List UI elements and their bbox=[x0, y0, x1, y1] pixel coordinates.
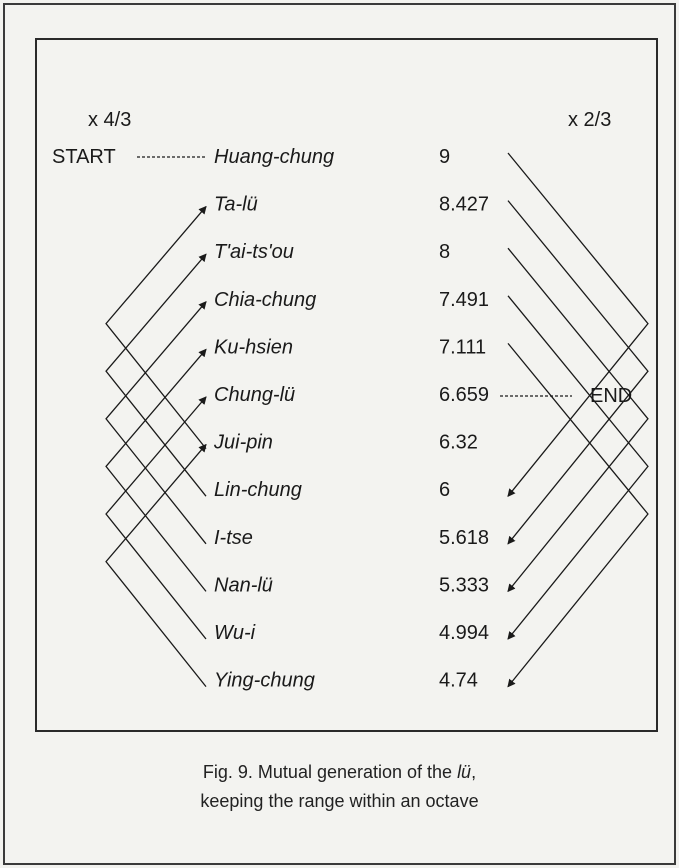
note-name-ku-hsien: Ku-hsien bbox=[214, 336, 293, 358]
generation-arrow-2 bbox=[105, 253, 207, 497]
note-value-i-tse: 5.618 bbox=[439, 527, 489, 549]
note-value-wu-i: 4.994 bbox=[439, 622, 489, 644]
generation-arrow-5 bbox=[507, 342, 649, 688]
note-value-ta-l: 8.427 bbox=[439, 194, 489, 216]
note-value-ku-hsien: 7.111 bbox=[439, 336, 486, 358]
note-name-ying-chung: Ying-chung bbox=[214, 670, 315, 692]
note-name-chia-chung: Chia-chung bbox=[214, 289, 316, 311]
note-rows: Huang-chung 9 Ta-lü 8.427 T'ai-ts'ou 8 Chia-ch… bbox=[213, 146, 489, 692]
note-name-jui-pin: Jui-pin bbox=[213, 432, 273, 454]
note-value-huang-chung: 9 bbox=[439, 146, 450, 168]
note-name-huang-chung: Huang-chung bbox=[214, 146, 334, 168]
caption-term-lu: lü bbox=[457, 762, 472, 782]
caption-comma: , bbox=[471, 762, 477, 782]
diagram-frame bbox=[35, 38, 658, 732]
note-value-chung-l: 6.659 bbox=[439, 384, 489, 406]
note-name-t-ai-ts-ou: T'ai-ts'ou bbox=[214, 241, 294, 263]
caption-line-2: keeping the range within an octave bbox=[200, 791, 479, 811]
note-value-ying-chung: 4.74 bbox=[439, 670, 478, 692]
note-value-t-ai-ts-ou: 8 bbox=[439, 241, 450, 263]
note-value-lin-chung: 6 bbox=[439, 479, 450, 501]
generation-arrow-3 bbox=[507, 247, 649, 593]
note-name-i-tse: I-tse bbox=[214, 527, 253, 549]
note-value-jui-pin: 6.32 bbox=[439, 432, 478, 454]
generation-arrow-1 bbox=[507, 152, 649, 497]
note-name-ta-l: Ta-lü bbox=[214, 194, 258, 216]
generation-arrow-10 bbox=[507, 295, 649, 640]
note-name-wu-i: Wu-i bbox=[214, 622, 256, 644]
note-value-chia-chung: 7.491 bbox=[439, 289, 489, 311]
generation-arrow-4 bbox=[105, 348, 207, 592]
note-name-nan-l: Nan-lü bbox=[214, 574, 273, 596]
caption-text-prefix: Fig. 9. Mutual generation of the bbox=[202, 762, 458, 782]
generation-arrows bbox=[105, 152, 649, 688]
left-multiplier-label: x 4/3 bbox=[88, 109, 131, 131]
figure-frame bbox=[3, 3, 676, 865]
generation-arrow-6 bbox=[105, 443, 207, 688]
end-label: END bbox=[590, 385, 632, 407]
note-name-lin-chung: Lin-chung bbox=[214, 479, 302, 501]
generation-arrow-8 bbox=[507, 200, 649, 545]
caption-line-1: Fig. 9. Mutual generation of the lü, bbox=[0, 762, 679, 783]
start-label: START bbox=[52, 146, 116, 168]
right-multiplier-label: x 2/3 bbox=[568, 109, 611, 131]
note-name-chung-l: Chung-lü bbox=[214, 384, 295, 406]
generation-arrow-7 bbox=[105, 205, 207, 450]
generation-arrow-11 bbox=[105, 396, 207, 640]
generation-arrow-9 bbox=[105, 301, 207, 545]
note-value-nan-l: 5.333 bbox=[439, 574, 489, 596]
